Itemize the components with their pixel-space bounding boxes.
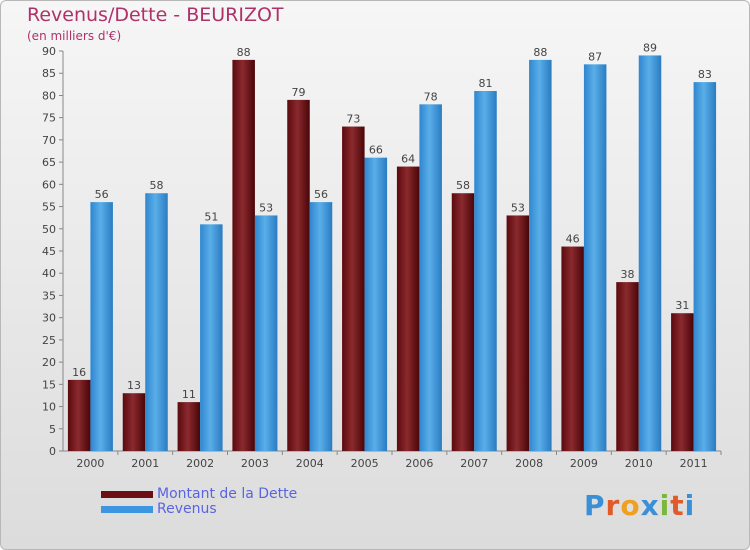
y-tick-label: 35 — [42, 289, 56, 302]
bar-revenus — [419, 104, 442, 451]
x-tick-label: 2004 — [296, 457, 324, 470]
bar-revenus — [200, 224, 223, 451]
x-tick-label: 2007 — [460, 457, 488, 470]
y-tick-label: 20 — [42, 356, 56, 369]
data-label: 83 — [698, 68, 712, 81]
logo-letter: P — [584, 489, 606, 522]
x-tick-label: 2000 — [76, 457, 104, 470]
x-tick-label: 2003 — [241, 457, 269, 470]
data-label: 53 — [511, 201, 525, 214]
x-tick-label: 2002 — [186, 457, 214, 470]
data-label: 58 — [456, 179, 470, 192]
data-label: 53 — [259, 201, 273, 214]
bar-dette — [671, 313, 694, 451]
data-label: 58 — [150, 179, 164, 192]
data-label: 73 — [346, 113, 360, 126]
logo-letter: t — [670, 489, 685, 522]
proxiti-logo: Proxiti — [584, 489, 695, 522]
legend-label-revenus: Revenus — [157, 501, 217, 517]
chart-title: Revenus/Dette - BEURIZOT — [27, 4, 284, 26]
bar-revenus — [638, 55, 662, 451]
data-label: 16 — [72, 366, 86, 379]
y-tick-label: 40 — [42, 267, 56, 280]
x-tick-label: 2006 — [405, 457, 433, 470]
data-label: 64 — [401, 153, 415, 166]
data-label: 38 — [621, 268, 635, 281]
bar-revenus — [583, 64, 607, 452]
y-tick-label: 45 — [42, 245, 56, 258]
legend-label-debt: Montant de la Dette — [157, 486, 298, 502]
y-tick-label: 10 — [42, 401, 56, 414]
y-tick-label: 80 — [42, 89, 56, 102]
y-tick-label: 0 — [49, 445, 56, 458]
bar-revenus — [309, 202, 333, 451]
y-tick-label: 30 — [42, 312, 56, 325]
bar-revenus — [474, 91, 497, 451]
legend-swatch-debt — [101, 491, 153, 498]
data-label: 89 — [643, 41, 657, 54]
data-label: 87 — [588, 50, 602, 63]
x-tick-label: 2011 — [680, 457, 708, 470]
logo-letter: i — [684, 489, 696, 522]
chart-subtitle: (en milliers d'€) — [27, 29, 122, 43]
bar-dette — [561, 246, 584, 451]
bar-dette — [177, 402, 201, 451]
chart-axes: 0 5 10 15 20 25 30 35 40 45 50 55 60 65 70 75 80 85 90 2000… — [42, 45, 722, 470]
y-tick-label: 70 — [42, 134, 56, 147]
x-tick-label: 2005 — [351, 457, 379, 470]
bar-revenus — [693, 82, 717, 451]
data-label: 78 — [424, 90, 438, 103]
x-tick-label: 2008 — [515, 457, 543, 470]
data-label: 13 — [127, 379, 141, 392]
bar-dette — [506, 215, 530, 451]
y-tick-label: 5 — [49, 423, 56, 436]
x-tick-label: 2009 — [570, 457, 598, 470]
data-label: 11 — [182, 388, 196, 401]
chart-bars — [67, 55, 717, 452]
chart-labels: 16 56 13 58 11 51 88 53 79 56 73 66 64 78 58 81 53 88 46 87… — [72, 41, 712, 401]
y-tick-label: 25 — [42, 334, 56, 347]
x-tick-label: 2010 — [625, 457, 653, 470]
bar-revenus — [364, 157, 388, 451]
logo-letter: x — [640, 489, 660, 522]
bar-dette — [122, 393, 146, 451]
bar-dette — [287, 99, 310, 451]
y-tick-label: 65 — [42, 156, 56, 169]
bar-dette — [396, 166, 420, 452]
logo-letter: r — [605, 489, 621, 522]
bar-dette — [616, 282, 639, 451]
y-tick-label: 55 — [42, 201, 56, 214]
logo-letter: o — [620, 489, 641, 522]
data-label: 46 — [566, 233, 580, 246]
y-tick-label: 50 — [42, 223, 56, 236]
bar-dette — [232, 59, 255, 452]
data-label: 88 — [237, 46, 251, 59]
bar-revenus — [254, 215, 278, 451]
bar-dette — [342, 126, 365, 452]
data-label: 88 — [533, 46, 547, 59]
legend-swatch-revenus — [101, 506, 153, 513]
data-label: 66 — [369, 144, 383, 157]
bar-revenus — [529, 59, 552, 452]
bar-dette — [67, 379, 91, 451]
bar-revenus — [145, 193, 168, 451]
data-label: 51 — [204, 210, 218, 223]
bar-dette — [451, 193, 475, 451]
x-tick-label: 2001 — [131, 457, 159, 470]
bar-revenus — [90, 202, 113, 451]
data-label: 31 — [675, 299, 689, 312]
logo-letter: i — [659, 489, 671, 522]
y-tick-label: 75 — [42, 112, 56, 125]
data-label: 79 — [292, 86, 306, 99]
y-tick-label: 90 — [42, 45, 56, 58]
y-tick-label: 60 — [42, 178, 56, 191]
data-label: 81 — [479, 77, 493, 90]
y-tick-label: 15 — [42, 378, 56, 391]
data-label: 56 — [314, 188, 328, 201]
y-tick-label: 85 — [42, 67, 56, 80]
data-label: 56 — [95, 188, 109, 201]
